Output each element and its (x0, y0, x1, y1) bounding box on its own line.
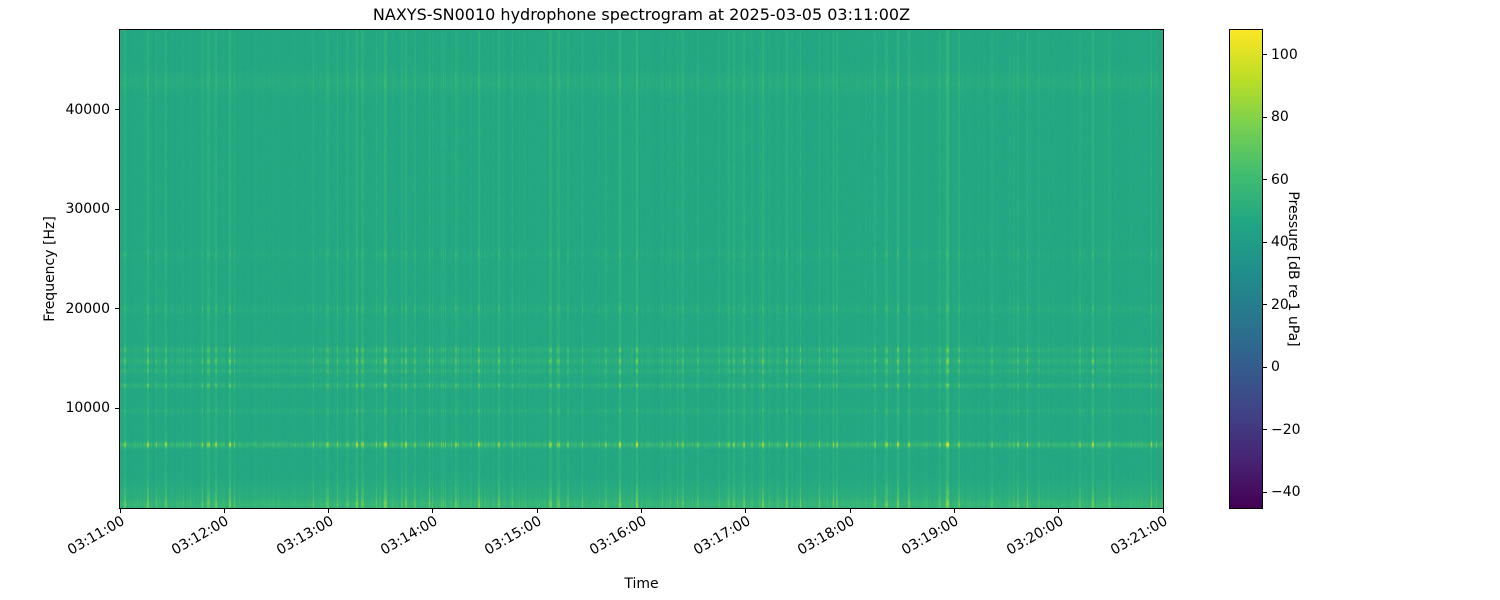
x-tick-mark (641, 509, 642, 513)
x-tick-mark (1058, 509, 1060, 513)
x-tick-label: 03:18:00 (795, 513, 858, 559)
y-tick-mark (115, 109, 119, 111)
colorbar-tick-label: 40 (1271, 234, 1289, 251)
x-tick-label: 03:20:00 (1003, 513, 1067, 559)
y-tick-label: 20000 (65, 300, 110, 317)
x-tick-label: 03:21:00 (1108, 513, 1171, 559)
x-tick-label: 03:15:00 (482, 513, 545, 559)
colorbar (1229, 29, 1263, 509)
colorbar-tick-mark (1263, 429, 1267, 431)
colorbar-tick-mark (1263, 491, 1267, 493)
x-tick-label: 03:14:00 (377, 513, 441, 559)
x-tick-mark (536, 509, 538, 513)
y-tick-mark (115, 308, 119, 310)
colorbar-tick-label: 20 (1271, 296, 1289, 313)
colorbar-tick-label: 0 (1271, 359, 1280, 376)
spectrogram-heatmap (119, 29, 1164, 509)
x-tick-mark (849, 509, 851, 513)
x-tick-mark (328, 509, 330, 513)
x-tick-mark (119, 509, 121, 513)
colorbar-tick-label: 100 (1271, 46, 1298, 63)
colorbar-tick-label: 80 (1271, 109, 1289, 126)
chart-title: NAXYS-SN0010 hydrophone spectrogram at 2… (372, 5, 911, 24)
x-tick-label: 03:17:00 (690, 513, 754, 559)
colorbar-tick-mark (1263, 179, 1267, 181)
x-tick-mark (1162, 509, 1164, 513)
colorbar-tick-mark (1263, 304, 1267, 306)
colorbar-tick-mark (1263, 54, 1267, 56)
x-tick-label: 03:11:00 (65, 513, 128, 559)
colorbar-tick-mark (1263, 241, 1267, 243)
y-tick-label: 10000 (65, 400, 110, 417)
colorbar-tick-label: 60 (1271, 171, 1289, 188)
y-tick-mark (115, 208, 119, 210)
x-tick-mark (953, 509, 955, 513)
colorbar-tick-mark (1263, 366, 1267, 368)
y-tick-label: 40000 (65, 101, 110, 118)
x-tick-label: 03:16:00 (586, 513, 649, 559)
colorbar-tick-label: −20 (1271, 421, 1301, 438)
x-axis-label: Time (624, 576, 659, 592)
x-tick-label: 03:12:00 (169, 513, 232, 559)
y-tick-label: 30000 (65, 201, 110, 218)
colorbar-tick-label: −40 (1271, 484, 1301, 501)
x-tick-label: 03:13:00 (273, 513, 337, 559)
y-tick-mark (115, 407, 119, 409)
x-tick-mark (223, 509, 225, 513)
colorbar-tick-mark (1263, 116, 1267, 118)
colorbar-label: Pressure [dB re 1 uPa] (1285, 191, 1301, 347)
x-tick-mark (745, 509, 747, 513)
x-tick-mark (432, 509, 434, 513)
x-tick-label: 03:19:00 (899, 513, 962, 559)
